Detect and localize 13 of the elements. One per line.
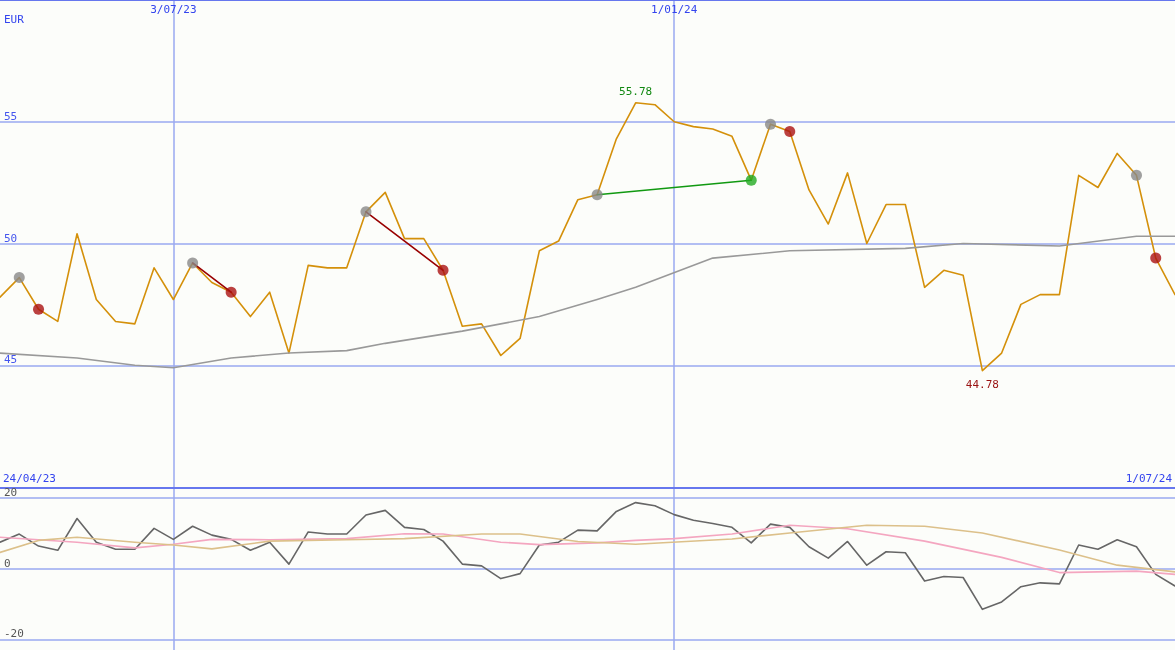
annotation: 24/04/23: [3, 472, 56, 485]
x-tick-label: 3/07/23: [150, 3, 197, 16]
x-tick-label: 1/01/24: [651, 3, 698, 16]
y-axis-title: EUR: [4, 13, 25, 26]
annotation: 55.78: [619, 84, 653, 98]
y-tick-label: 20: [4, 486, 18, 499]
y-tick-label: 55: [4, 109, 18, 123]
y-tick-label: 45: [4, 353, 18, 367]
y-tick-label: -20: [4, 627, 24, 641]
annotation: 1/07/24: [1125, 472, 1173, 485]
annotation: 44.78: [965, 377, 999, 391]
y-tick-label: 50: [4, 231, 18, 245]
y-tick-label: 0: [4, 556, 11, 570]
